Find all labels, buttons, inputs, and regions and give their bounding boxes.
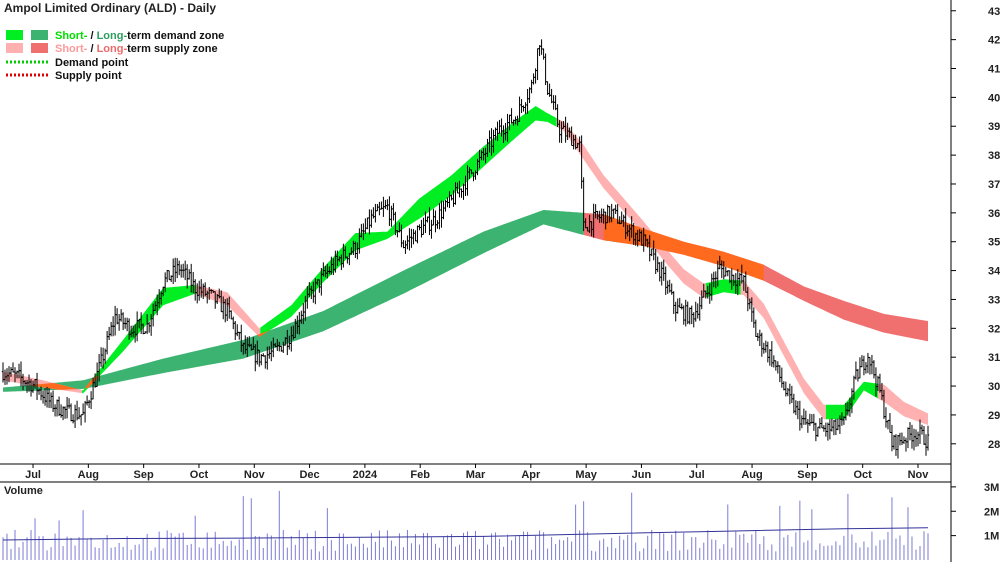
x-tick-label: Dec	[299, 469, 319, 481]
legend-item-supply-zone: Short- / Long-term supply zone	[55, 43, 218, 55]
x-tick-label: Mar	[466, 469, 486, 481]
x-tick-label: Nov	[908, 469, 930, 481]
legend-sep: /	[87, 30, 96, 42]
axes-layer: 28 29 30 31 32 33 34 35 36 37 38 39 40 41 42 43 1M 2M 3M Ju…	[25, 6, 1000, 543]
y-tick-label: 30	[988, 381, 1000, 393]
chart-title: Ampol Limited Ordinary (ALD) - Daily	[4, 1, 216, 15]
legend-long-label: Long-	[97, 43, 128, 55]
short-term-zone-segment	[556, 118, 706, 298]
legend-swatch-long-demand	[31, 30, 48, 40]
x-tick-label: Jul	[689, 469, 705, 481]
x-tick-label: Feb	[410, 469, 430, 481]
x-tick-label: Oct	[854, 469, 873, 481]
short-term-zone-segment	[740, 280, 826, 420]
y-tick-label: 32	[988, 323, 1000, 335]
legend-item-supply-point: Supply point	[55, 70, 122, 82]
legend-item-demand-zone: Short- / Long-term demand zone	[55, 30, 224, 42]
x-tick-label: Oct	[190, 469, 209, 481]
y-tick-label: 33	[988, 294, 1000, 306]
x-tick-label: Apr	[521, 469, 541, 481]
x-tick-label: Aug	[741, 469, 762, 481]
x-tick-label: May	[575, 469, 597, 481]
volume-tick-label: 3M	[984, 482, 999, 494]
candles-layer	[1, 39, 930, 459]
y-tick-label: 31	[988, 352, 1000, 364]
y-tick-label: 42	[988, 35, 1000, 47]
y-tick-label: 29	[988, 410, 1000, 422]
x-tick-label: Nov	[244, 469, 266, 481]
x-tick-label: Jul	[25, 469, 41, 481]
short-term-zone-segment	[195, 285, 261, 337]
y-tick-label: 40	[988, 92, 1000, 104]
y-tick-label: 36	[988, 208, 1000, 220]
volume-average-line	[2, 527, 929, 541]
short-term-zone-segment	[260, 106, 557, 337]
x-tick-label: Aug	[78, 469, 99, 481]
legend-zone-label: term demand zone	[127, 30, 224, 42]
legend-long-label: Long-	[97, 30, 128, 42]
legend: Short- / Long-term demand zone Short- / …	[6, 30, 224, 82]
x-tick-label: Jun	[632, 469, 652, 481]
y-tick-label: 28	[988, 439, 1000, 451]
x-tick-label: 2024	[353, 469, 378, 481]
y-tick-label: 35	[988, 237, 1000, 249]
long-term-zone-segment	[3, 210, 584, 392]
legend-swatch-short-demand	[6, 30, 23, 40]
y-tick-label: 38	[988, 150, 1000, 162]
x-tick-label: Sep	[797, 469, 817, 481]
cross-zone-segment	[30, 383, 80, 390]
y-tick-label: 39	[988, 121, 1000, 133]
cross-zone-segment	[257, 330, 271, 337]
legend-swatch-long-supply	[31, 43, 48, 53]
volume-tick-label: 2M	[984, 506, 999, 518]
y-tick-label: 41	[988, 64, 1000, 76]
legend-sep: /	[87, 43, 96, 55]
legend-short-label: Short-	[55, 43, 88, 55]
volume-title: Volume	[4, 485, 43, 497]
y-tick-label: 34	[988, 266, 1000, 278]
short-term-zone-segment	[877, 383, 928, 425]
y-tick-label: 43	[988, 6, 1000, 18]
legend-short-label: Short-	[55, 30, 88, 42]
volume-tick-label: 1M	[984, 531, 999, 543]
legend-item-demand-point: Demand point	[55, 57, 129, 69]
volume-layer	[2, 490, 929, 560]
legend-swatch-short-supply	[6, 43, 23, 53]
y-tick-label: 37	[988, 179, 1000, 191]
legend-zone-label: term supply zone	[127, 43, 217, 55]
x-tick-label: Sep	[134, 469, 154, 481]
